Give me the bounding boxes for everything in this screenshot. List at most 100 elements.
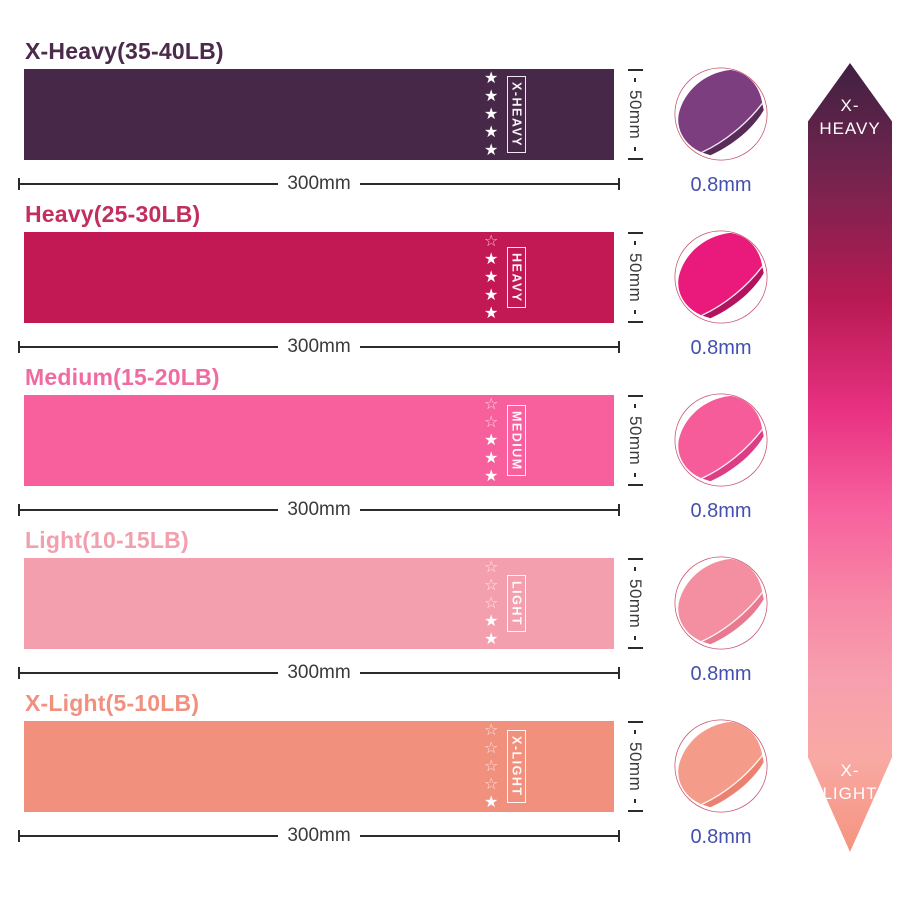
length-dimension: 300mm [18, 173, 621, 194]
band-tag-box: HEAVY [507, 232, 526, 323]
dimension-line [20, 672, 279, 674]
band-list: X-Heavy(35-40LB) ★ ★ ★ ★ ★ X-HEAVY 50mm 300m… [18, 38, 784, 853]
band-tag-box: LIGHT [507, 558, 526, 649]
length-dimension: 300mm [18, 336, 621, 357]
dimension-tick-icon [18, 830, 20, 842]
dimension-line [634, 798, 636, 803]
dimension-line [634, 472, 636, 477]
band-tag-box: X-HEAVY [507, 69, 526, 160]
thickness-label: 0.8mm [690, 174, 752, 196]
star-filled-icon: ★ [484, 630, 499, 648]
star-rating: ☆ ★ ★ ★ ★ [484, 232, 498, 323]
band-row: Heavy(25-30LB) ☆ ★ ★ ★ ★ HEAVY 50mm 300mm [18, 201, 784, 358]
height-dimension-label: 50mm [626, 89, 645, 140]
dimension-tick-icon [18, 667, 20, 679]
star-empty-icon: ☆ [484, 576, 499, 594]
band-tag-label: X-LIGHT [507, 730, 526, 803]
length-dimension-label: 300mm [287, 173, 351, 194]
band-photo: 0.8mm [666, 392, 776, 521]
star-filled-icon: ★ [484, 449, 499, 467]
band-tag-box: MEDIUM [507, 395, 526, 486]
dimension-line [359, 509, 619, 511]
dimension-line [634, 404, 636, 409]
dimension-line [634, 635, 636, 640]
band-title: Heavy(25-30LB) [25, 201, 201, 227]
length-dimension-label: 300mm [287, 336, 351, 357]
dimension-tick-icon [18, 341, 20, 353]
dimension-line [634, 146, 636, 151]
height-dimension-label: 50mm [626, 741, 645, 792]
band-photo: 0.8mm [666, 555, 776, 684]
length-dimension-label: 300mm [287, 825, 351, 846]
star-empty-icon: ☆ [484, 395, 499, 413]
length-dimension-label: 300mm [287, 662, 351, 683]
star-empty-icon: ☆ [484, 232, 499, 250]
band-rect: ☆ ☆ ☆ ★ ★ LIGHT [24, 558, 614, 649]
height-dimension: 50mm [620, 395, 650, 486]
star-rating: ☆ ☆ ★ ★ ★ [484, 395, 498, 486]
dimension-tick-icon [627, 483, 643, 486]
star-empty-icon: ☆ [484, 775, 499, 793]
thickness-label: 0.8mm [690, 500, 752, 522]
star-filled-icon: ★ [484, 286, 499, 304]
dimension-tick-icon [618, 178, 621, 190]
dimension-line [634, 309, 636, 314]
star-filled-icon: ★ [484, 268, 499, 286]
dimension-tick-icon [18, 504, 20, 516]
band-tag-box: X-LIGHT [507, 721, 526, 812]
dimension-tick-icon [618, 341, 621, 353]
star-filled-icon: ★ [484, 250, 499, 268]
star-filled-icon: ★ [484, 793, 499, 811]
star-empty-icon: ☆ [484, 594, 499, 612]
band-rect: ☆ ★ ★ ★ ★ HEAVY [24, 232, 614, 323]
arrow-top-label: X- HEAVY [819, 96, 881, 138]
dimension-tick-icon [627, 320, 643, 323]
folded-band-icon [674, 719, 768, 813]
height-dimension: 50mm [620, 69, 650, 160]
arrow-bottom-label: X- LIGHT [822, 761, 878, 804]
dimension-tick-icon [618, 667, 621, 679]
height-dimension-label: 50mm [626, 252, 645, 303]
star-empty-icon: ☆ [484, 721, 499, 739]
height-dimension-label: 50mm [626, 415, 645, 466]
height-dimension: 50mm [620, 721, 650, 812]
dimension-line [20, 183, 279, 185]
height-dimension: 50mm [620, 558, 650, 649]
star-filled-icon: ★ [484, 304, 499, 322]
dimension-tick-icon [627, 157, 643, 160]
dimension-line [634, 730, 636, 735]
dimension-tick-icon [627, 69, 643, 71]
band-row: Light(10-15LB) ☆ ☆ ☆ ★ ★ LIGHT 50mm 300mm [18, 527, 784, 684]
gradient-arrow: X- HEAVY X- LIGHT [808, 63, 892, 852]
dimension-line [20, 835, 279, 837]
length-dimension: 300mm [18, 500, 621, 519]
folded-band-icon [674, 67, 768, 161]
star-filled-icon: ★ [484, 431, 499, 449]
star-empty-icon: ☆ [484, 757, 499, 775]
dimension-line [20, 509, 279, 511]
thickness-label: 0.8mm [690, 337, 752, 359]
band-rect: ☆ ☆ ★ ★ ★ MEDIUM [24, 395, 614, 486]
star-filled-icon: ★ [484, 87, 499, 105]
star-filled-icon: ★ [484, 123, 499, 141]
band-title: Medium(15-20LB) [25, 364, 220, 390]
dimension-tick-icon [627, 232, 643, 234]
length-dimension: 300mm [18, 825, 621, 846]
folded-band-icon [674, 556, 768, 650]
dimension-tick-icon [627, 809, 643, 812]
dimension-line [634, 78, 636, 83]
band-tag-label: X-HEAVY [507, 75, 526, 154]
thickness-label: 0.8mm [690, 826, 752, 848]
dimension-tick-icon [627, 721, 643, 723]
dimension-tick-icon [18, 178, 20, 190]
star-empty-icon: ☆ [484, 413, 499, 431]
dimension-line [359, 346, 619, 348]
band-photo: 0.8mm [666, 718, 776, 847]
dimension-line [359, 672, 619, 674]
band-photo: 0.8mm [666, 66, 776, 195]
height-dimension-label: 50mm [626, 578, 645, 629]
dimension-tick-icon [627, 558, 643, 560]
dimension-line [634, 567, 636, 572]
star-empty-icon: ☆ [484, 558, 499, 576]
band-row: Medium(15-20LB) ☆ ☆ ★ ★ ★ MEDIUM 50mm 300mm [18, 364, 784, 521]
